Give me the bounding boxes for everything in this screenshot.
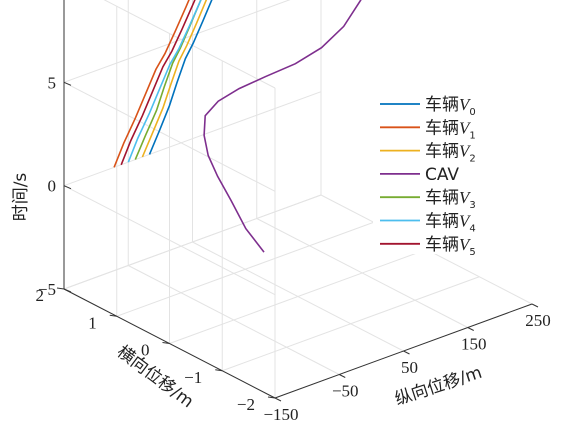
x-tick-mark xyxy=(339,374,346,378)
grid-line xyxy=(116,221,374,317)
legend-box xyxy=(373,88,488,254)
x-tick-label: −150 xyxy=(263,405,298,424)
y-tick-mark xyxy=(267,396,276,399)
grid-line xyxy=(103,0,276,89)
y-tick-label: −2 xyxy=(237,395,255,414)
x-tick-label: −50 xyxy=(332,382,359,401)
y-tick-label: 2 xyxy=(36,286,45,305)
x-tick-mark xyxy=(274,397,282,402)
x-tick-mark xyxy=(467,327,474,331)
series-line-v2 xyxy=(141,0,208,158)
x-tick-mark xyxy=(403,350,410,355)
grid-line xyxy=(63,185,276,296)
y-tick-mark xyxy=(56,287,65,290)
y-tick-mark xyxy=(162,342,170,344)
grid-line xyxy=(63,0,291,83)
x-tick-mark xyxy=(531,303,539,308)
legend-entry: CAV xyxy=(425,165,459,185)
z-tick-label: 5 xyxy=(48,73,57,92)
legend-entry: 车辆V2 xyxy=(425,142,476,165)
grid-line xyxy=(222,276,480,372)
grid-line xyxy=(169,249,427,344)
x-tick-label: 50 xyxy=(401,358,418,377)
series-line-v3 xyxy=(134,0,202,160)
legend-entry: 车辆V3 xyxy=(425,188,476,211)
series-layer xyxy=(113,0,362,253)
series-line-v0 xyxy=(148,0,213,155)
series-line-v1 xyxy=(113,0,190,168)
y-tick-mark xyxy=(215,369,223,372)
series-line-v4 xyxy=(127,0,202,163)
legend-entry: 车辆V1 xyxy=(425,118,476,141)
z-axis-label: 时间/s xyxy=(11,173,31,222)
legend-entry: 车辆V4 xyxy=(425,212,476,235)
legend-entry: 车辆V5 xyxy=(425,235,476,258)
y-tick-mark xyxy=(109,314,117,317)
z-tick-mark xyxy=(63,288,72,293)
y-tick-label: 0 xyxy=(141,341,150,360)
x-tick-label: 250 xyxy=(525,311,551,330)
axis-layer xyxy=(56,0,539,402)
z-tick-mark xyxy=(63,185,72,190)
y-tick-label: −1 xyxy=(184,368,202,387)
grid-line xyxy=(63,194,322,290)
series-line-cav xyxy=(203,0,362,253)
grid-layer xyxy=(63,0,533,399)
grid-line xyxy=(63,81,276,192)
z-tick-mark xyxy=(63,81,72,86)
x-tick-label: 150 xyxy=(461,335,487,354)
grid-line xyxy=(63,91,322,187)
legend-entry: 车辆V0 xyxy=(425,95,476,118)
z-tick-label: 0 xyxy=(48,177,57,196)
z-tick-label: −5 xyxy=(38,280,56,299)
series-line-v5 xyxy=(120,0,196,166)
y-tick-label: 1 xyxy=(88,313,97,332)
